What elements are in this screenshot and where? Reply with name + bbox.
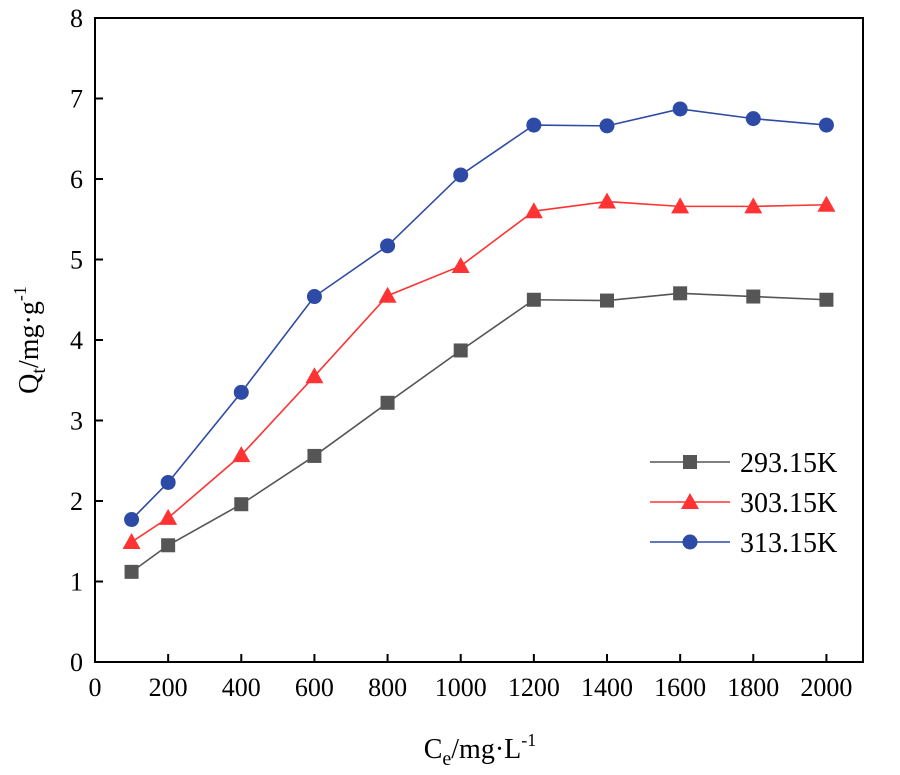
data-point [451, 256, 470, 273]
legend-item: 303.15K [650, 488, 837, 519]
data-point [306, 289, 322, 305]
y-axis-title: Qt/mg·g-1 [10, 286, 50, 394]
data-point [233, 384, 249, 400]
data-point [160, 474, 176, 490]
data-point [673, 286, 688, 301]
x-tick-label: 400 [222, 673, 261, 702]
x-tick-label: 1000 [435, 673, 487, 702]
data-point [817, 195, 836, 212]
x-tick-label: 1600 [654, 673, 706, 702]
data-point [526, 292, 541, 307]
data-point [161, 538, 176, 553]
data-point [671, 197, 690, 214]
y-tick-label: 3 [70, 407, 83, 436]
y-tick-label: 6 [70, 165, 83, 194]
x-axis-title: Ce/mg·L-1 [424, 730, 537, 770]
data-point [122, 533, 141, 550]
data-point [380, 395, 395, 410]
x-tick-label: 2000 [800, 673, 852, 702]
x-tick-label: 0 [89, 673, 102, 702]
data-point [744, 197, 763, 214]
legend-item: 293.15K [650, 448, 837, 479]
y-axis-title-unit: /mg·g [14, 301, 45, 368]
x-axis: 0 200 400 600 800 1000 1200 1400 1600 1800 2000 [89, 654, 852, 702]
y-axis-title-base: Q [14, 374, 45, 394]
legend-label: 293.15K [740, 448, 837, 479]
y-axis-title-sup: -1 [10, 286, 30, 301]
data-point [159, 508, 178, 525]
legend-label: 313.15K [740, 528, 837, 559]
x-axis-title-unit: /mg·L [451, 734, 521, 765]
data-point [453, 167, 469, 183]
data-point [818, 117, 834, 133]
legend: 293.15K 303.15K 313.15K [650, 448, 837, 559]
x-tick-label: 200 [149, 673, 188, 702]
y-tick-label: 7 [70, 85, 83, 114]
legend-marker [683, 455, 697, 469]
data-point [819, 292, 834, 307]
series-313.15K [124, 101, 834, 528]
legend-label: 303.15K [740, 488, 837, 519]
data-point [524, 202, 543, 219]
y-axis: 0 1 2 3 4 5 6 7 8 [70, 4, 103, 677]
series-line [131, 200, 827, 543]
series-layer [122, 101, 836, 579]
data-point [124, 512, 140, 528]
x-tick-label: 1400 [581, 673, 633, 702]
data-point [672, 101, 688, 117]
legend-marker [681, 493, 699, 509]
x-axis-title-base: C [424, 734, 443, 765]
x-tick-label: 600 [295, 673, 334, 702]
data-point [526, 117, 542, 133]
data-point [453, 343, 468, 358]
data-point [234, 497, 249, 512]
y-axis-title-sub: t [28, 368, 50, 374]
data-point [598, 192, 616, 209]
x-tick-label: 800 [368, 673, 407, 702]
y-tick-label: 8 [70, 4, 83, 33]
data-point [232, 446, 251, 463]
data-point [599, 118, 615, 134]
series-293.15K [124, 286, 834, 579]
legend-marker [682, 534, 698, 550]
y-tick-label: 2 [70, 487, 83, 516]
data-point [305, 367, 324, 384]
data-point [600, 293, 614, 308]
data-point [380, 238, 396, 254]
data-point [307, 448, 322, 463]
data-point [378, 286, 397, 303]
x-tick-label: 1200 [508, 673, 560, 702]
y-tick-label: 1 [70, 568, 83, 597]
data-point [124, 564, 139, 579]
data-point [745, 111, 761, 127]
data-point [746, 289, 761, 304]
y-tick-label: 0 [70, 648, 83, 677]
series-303.15K [122, 192, 836, 550]
x-axis-title-sub: e [442, 748, 451, 770]
series-line [131, 292, 827, 573]
x-tick-label: 1800 [727, 673, 779, 702]
y-tick-label: 5 [70, 246, 83, 275]
x-axis-title-sup: -1 [521, 730, 536, 750]
legend-item: 313.15K [650, 528, 837, 559]
y-tick-label: 4 [70, 326, 83, 355]
